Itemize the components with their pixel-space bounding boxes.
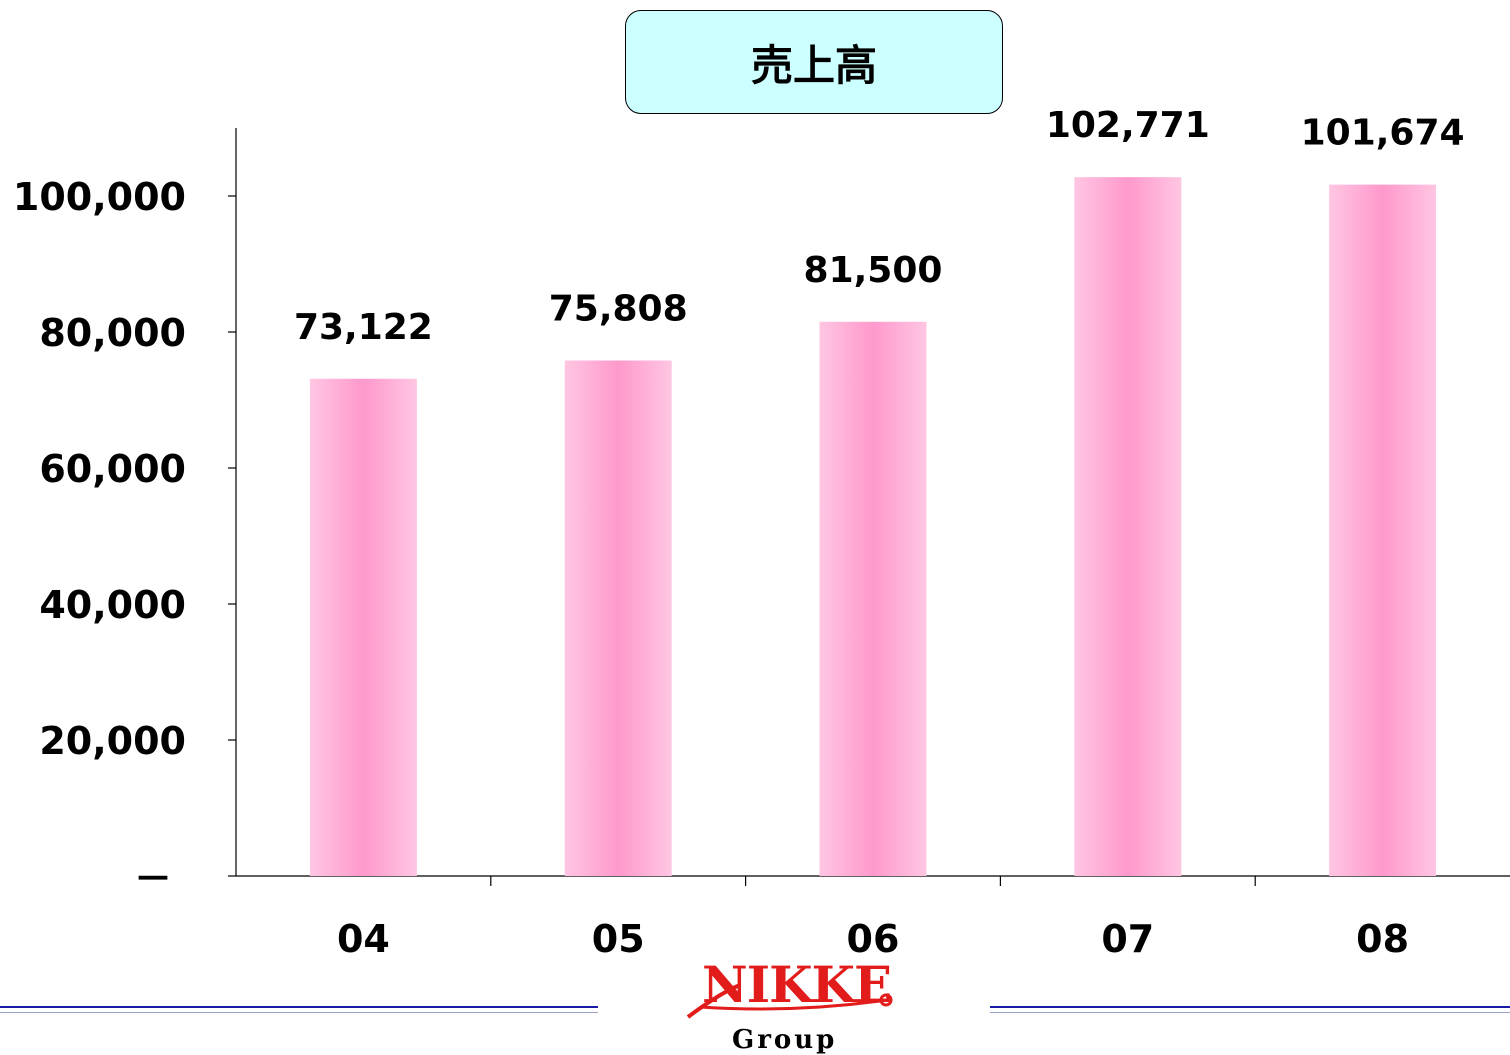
logo-group-text: Group	[732, 1025, 838, 1055]
logo-swoosh-icon	[686, 983, 893, 1019]
data-label: 75,808	[549, 289, 688, 330]
bar-07	[1074, 177, 1182, 876]
labels: 04 73,122 05 75,808 06 81,500 07 102,771 08 101,6…	[294, 105, 1465, 961]
bars	[309, 177, 1437, 876]
y-tick-label: 60,000	[39, 447, 186, 491]
footer-rule-left-shadow	[0, 1012, 598, 1013]
data-label: 73,122	[294, 307, 433, 348]
bar-04	[309, 378, 417, 876]
x-tick-label: 05	[592, 917, 645, 961]
x-tick-label: 06	[847, 917, 900, 961]
y-tick-label: －	[134, 857, 172, 901]
y-tick-label: 100,000	[13, 175, 186, 219]
footer-rule-right	[990, 1006, 1510, 1008]
footer-rule-left	[0, 1006, 598, 1008]
x-tick-label: 04	[337, 917, 390, 961]
bar-05	[564, 360, 672, 876]
chart-title: 売上高	[625, 10, 1003, 114]
logo-wordmark: NIKKE	[702, 955, 892, 1014]
bar-chart: － 20,000 40,000 60,000 80,000 100,000 04 73,12…	[13, 105, 1510, 961]
nikke-group-logo: NIKKE Group	[680, 955, 900, 1055]
bar-08	[1329, 184, 1437, 876]
y-tick-label: 40,000	[39, 583, 186, 627]
y-tick-label: 80,000	[39, 311, 186, 355]
y-tick-label: 20,000	[39, 719, 186, 763]
bar-06	[819, 321, 927, 876]
x-tick-label: 08	[1356, 917, 1409, 961]
footer-rule-right-shadow	[990, 1012, 1510, 1013]
axes: － 20,000 40,000 60,000 80,000 100,000	[13, 128, 1510, 901]
data-label: 101,674	[1301, 113, 1465, 154]
x-tick-label: 07	[1101, 917, 1154, 961]
data-label: 102,771	[1046, 105, 1210, 146]
data-label: 81,500	[804, 250, 943, 291]
